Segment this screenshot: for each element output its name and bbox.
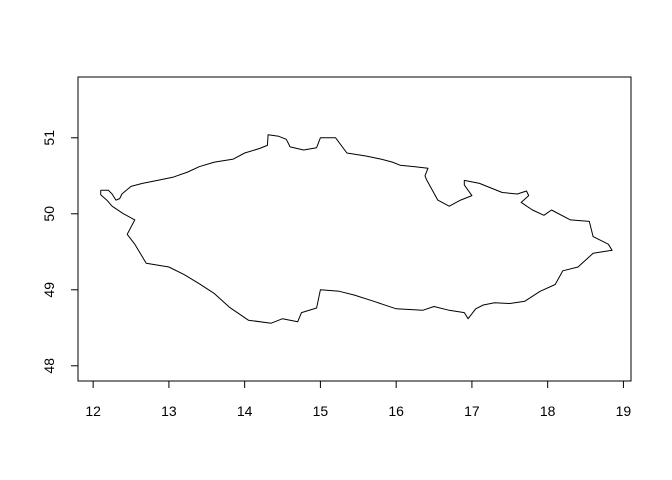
y-tick-label: 49 <box>41 282 57 298</box>
x-tick-label: 17 <box>464 403 480 419</box>
x-tick-label: 19 <box>616 403 632 419</box>
x-tick-label: 14 <box>237 403 253 419</box>
y-tick-label: 50 <box>41 206 57 222</box>
y-axis: 48 49 50 51 <box>41 130 79 374</box>
plot-frame <box>77 76 632 382</box>
x-tick-label: 13 <box>161 403 177 419</box>
x-axis: 12 13 14 15 16 17 18 19 <box>85 380 632 419</box>
y-tick-label: 51 <box>41 130 57 146</box>
x-tick-label: 18 <box>540 403 556 419</box>
y-tick-label: 48 <box>41 358 57 374</box>
x-tick-label: 16 <box>388 403 404 419</box>
x-tick-label: 15 <box>313 403 329 419</box>
country-boundary <box>100 134 613 324</box>
x-tick-label: 12 <box>85 403 101 419</box>
